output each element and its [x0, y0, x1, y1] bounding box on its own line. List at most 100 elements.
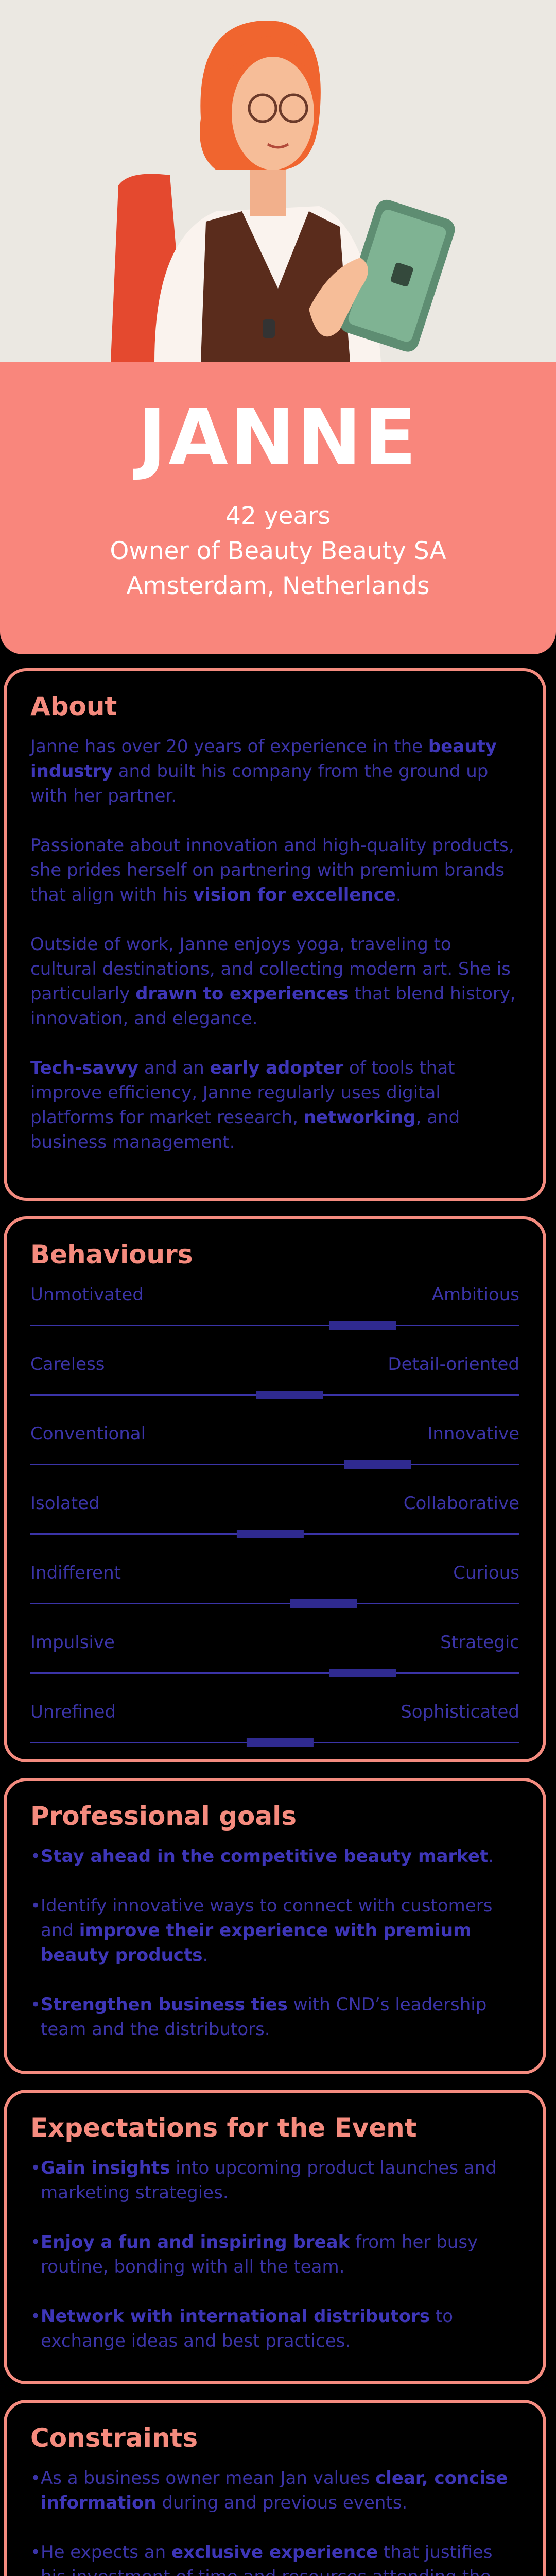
bold-run: vision for excellence — [193, 885, 396, 905]
behaviour-row: Unrefined Sophisticated — [30, 1700, 519, 1769]
behaviour-row: Unmotivated Ambitious — [30, 1282, 519, 1352]
text-run: into upcoming product launches and marke… — [41, 2158, 497, 2203]
right-label: Sophisticated — [401, 1702, 519, 1722]
text-run: Outside of work, Janne enjoys yoga, trav… — [30, 934, 511, 1004]
behaviour-labels: Conventional Innovative — [30, 1421, 519, 1446]
left-label: Unrefined — [30, 1702, 116, 1722]
slider-marker — [329, 1321, 397, 1330]
text-run: that justifies his investment of time an… — [41, 2542, 493, 2576]
right-label: Curious — [453, 1563, 519, 1583]
text-run: that blend history, innovation, and eleg… — [30, 984, 516, 1029]
section-title: Constraints — [30, 2423, 198, 2453]
behaviour-labels: Unrefined Sophisticated — [30, 1700, 519, 1724]
section-title: About — [30, 691, 117, 721]
behaviour-row: Impulsive Strategic — [30, 1630, 519, 1700]
constraints-list: As a business owner mean Jan values clea… — [30, 2466, 519, 2576]
behaviours-card: Behaviours Unmotivated Ambitious Careless D… — [4, 1216, 546, 1762]
text-run: with CND’s leadership team and the distr… — [41, 1994, 487, 2040]
bold-run: networking — [303, 1107, 416, 1128]
text-run: He expects an — [41, 2542, 171, 2563]
bold-run: exclusive experience — [171, 2542, 378, 2563]
behaviour-labels: Careless Detail-oriented — [30, 1352, 519, 1377]
slider-track — [30, 1460, 519, 1469]
bold-run: improve their experience with premium be… — [41, 1920, 472, 1965]
behaviour-labels: Impulsive Strategic — [30, 1630, 519, 1655]
slider-marker — [344, 1460, 411, 1469]
behaviour-labels: Isolated Collaborative — [30, 1491, 519, 1516]
behaviours-body: Unmotivated Ambitious Careless Detail-orien… — [30, 1282, 519, 1769]
list-item: Network with international distributors … — [30, 2304, 519, 2353]
location: Amsterdam, Netherlands — [126, 572, 430, 600]
section-title: Behaviours — [30, 1240, 193, 1269]
behaviour-row: Indifferent Curious — [30, 1561, 519, 1630]
behaviour-row: Isolated Collaborative — [30, 1491, 519, 1561]
right-label: Innovative — [427, 1423, 519, 1444]
right-label: Detail-oriented — [388, 1354, 519, 1375]
bold-run: Stay ahead in the competitive beauty mar… — [41, 1846, 489, 1867]
illustration — [0, 0, 556, 362]
goals-list: Stay ahead in the competitive beauty mar… — [30, 1844, 519, 2042]
right-label: Strategic — [440, 1632, 519, 1653]
slider-marker — [290, 1599, 358, 1608]
slider-marker — [256, 1391, 323, 1399]
text-run: Identify innovative ways to connect with… — [41, 1895, 493, 1941]
expectations-card: Expectations for the Event Gain insights… — [4, 2090, 546, 2384]
slider-track — [30, 1669, 519, 1677]
text-run: , and business management. — [30, 1107, 460, 1153]
goals-card: Professional goals Stay ahead in the com… — [4, 1778, 546, 2074]
bold-run: drawn to experiences — [135, 984, 349, 1004]
left-label: Conventional — [30, 1423, 146, 1444]
slider-track — [30, 1321, 519, 1330]
text-run: . — [395, 885, 402, 905]
about-body: Janne has over 20 years of experience in… — [30, 734, 519, 1155]
behaviour-labels: Unmotivated Ambitious — [30, 1282, 519, 1307]
slider-marker — [329, 1669, 397, 1677]
slider-marker — [236, 1530, 304, 1538]
left-label: Impulsive — [30, 1632, 115, 1653]
list-item: Enjoy a fun and inspiring break from her… — [30, 2230, 519, 2279]
bold-run: early adopter — [210, 1058, 344, 1078]
paragraph: Outside of work, Janne enjoys yoga, trav… — [30, 932, 519, 1031]
text-run: and built his company from the ground up… — [30, 761, 489, 806]
slider-marker — [246, 1738, 314, 1747]
paragraph: Tech-savvy and an early adopter of tools… — [30, 1056, 519, 1155]
text-run: Janne has over 20 years of experience in… — [30, 736, 428, 757]
bold-run: Network with international distributors — [41, 2306, 430, 2327]
bold-run: Enjoy a fun and inspiring break — [41, 2232, 350, 2252]
list-item: Identify innovative ways to connect with… — [30, 1893, 519, 1968]
left-label: Careless — [30, 1354, 105, 1375]
left-label: Indifferent — [30, 1563, 121, 1583]
section-title: Expectations for the Event — [30, 2113, 417, 2143]
bold-run: clear, concise information — [41, 2468, 508, 2513]
slider-track — [30, 1738, 519, 1747]
profile-header: JANNE 42 years Owner of Beauty Beauty SA… — [0, 0, 556, 654]
constraints-card: Constraints As a business owner mean Jan… — [4, 2400, 546, 2576]
text-run: . — [202, 1945, 208, 1965]
text-run: of tools that improve efficiency, Janne … — [30, 1058, 455, 1128]
bold-run: beauty industry — [30, 736, 497, 782]
persona-name: JANNE — [137, 393, 419, 483]
text-run: from her busy routine, bonding with all … — [41, 2232, 478, 2277]
bold-run: Gain insights — [41, 2158, 170, 2178]
text-run: to exchange ideas and best practices. — [41, 2306, 454, 2351]
text-run: . — [488, 1846, 494, 1867]
persona-info: 42 years Owner of Beauty Beauty SA Amste… — [0, 499, 556, 604]
slider-track — [30, 1599, 519, 1608]
text-run: during and previous events. — [156, 2493, 408, 2513]
behaviour-labels: Indifferent Curious — [30, 1561, 519, 1585]
list-item: Strengthen business ties with CND’s lead… — [30, 1992, 519, 2042]
about-card: About Janne has over 20 years of experie… — [4, 668, 546, 1201]
paragraph: Janne has over 20 years of experience in… — [30, 734, 519, 808]
behaviour-row: Careless Detail-oriented — [30, 1352, 519, 1421]
list-item: He expects an exclusive experience that … — [30, 2540, 519, 2576]
role: Owner of Beauty Beauty SA — [110, 537, 446, 565]
left-label: Unmotivated — [30, 1284, 144, 1305]
list-item: As a business owner mean Jan values clea… — [30, 2466, 519, 2515]
paragraph: Passionate about innovation and high-qua… — [30, 833, 519, 907]
right-label: Collaborative — [403, 1493, 519, 1514]
section-title: Professional goals — [30, 1801, 297, 1831]
slider-track — [30, 1391, 519, 1399]
text-run: and an — [138, 1058, 210, 1078]
